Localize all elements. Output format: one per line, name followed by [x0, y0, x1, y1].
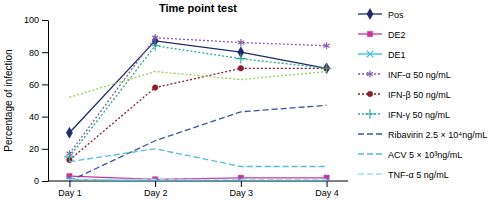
y-tick-mark — [42, 117, 48, 118]
legend-label: INF-α 50 ng/mL — [388, 70, 451, 80]
x-axis: Day 1 Day 2 Day 3 Day 4 — [48, 181, 348, 198]
y-tick-label: 20 — [29, 144, 39, 154]
legend-entry: Ribavirin 2.5 × 10⁴ng/mL — [358, 130, 487, 140]
series-marker — [323, 42, 329, 49]
legend-entry: IFN-γ 50 ng/mL — [358, 109, 450, 119]
legend: Pos DE2 DE1 INF-α 50 ng/mL IFN-β 50 ng/mL IFN… — [358, 9, 487, 180]
series-marker — [64, 152, 74, 162]
legend-entry: DE2 — [358, 30, 406, 40]
legend-label: DE2 — [388, 30, 406, 40]
x-tick-label: Day 1 — [58, 188, 82, 198]
x-tick-mark — [327, 181, 328, 187]
legend-label: IFN-γ 50 ng/mL — [388, 110, 450, 120]
y-tick-mark — [42, 181, 48, 182]
x-tick: Day 3 — [230, 181, 254, 198]
series-line — [69, 68, 326, 160]
y-tick-mark — [42, 52, 48, 53]
legend-label: Ribavirin 2.5 × 10⁴ng/mL — [388, 130, 487, 140]
legend-swatch — [358, 173, 382, 174]
series-marker — [150, 41, 160, 51]
y-tick-label: 80 — [29, 48, 39, 58]
legend-marker — [367, 91, 373, 97]
legend-marker — [367, 51, 374, 58]
legend-label: TNF-α 5 ng/mL — [388, 170, 449, 180]
legend-marker — [367, 9, 373, 20]
legend-label: ACV 5 × 10³ng/mL — [388, 150, 462, 160]
series-line — [69, 179, 326, 181]
series-marker — [236, 54, 246, 64]
series-group — [64, 34, 331, 181]
legend-label: IFN-β 50 ng/mL — [388, 90, 451, 100]
y-tick-mark — [42, 149, 48, 150]
legend-swatch — [358, 153, 382, 154]
legend-marker — [365, 109, 375, 119]
y-tick-label: 40 — [29, 112, 39, 122]
y-tick: 0 — [34, 176, 48, 186]
y-axis-title: Percentage of infection — [3, 49, 14, 151]
legend-label: DE1 — [388, 50, 406, 60]
series-marker — [152, 85, 158, 91]
x-tick-label: Day 4 — [315, 188, 339, 198]
y-tick-mark — [42, 20, 48, 21]
x-tick: Day 1 — [58, 181, 82, 198]
y-tick-label: 0 — [34, 176, 39, 186]
legend-entry: Pos — [358, 9, 404, 20]
y-tick: 60 — [29, 80, 48, 90]
y-tick-mark — [42, 84, 48, 85]
series-marker — [238, 39, 244, 46]
series-marker — [152, 34, 158, 41]
chart: 0 20 40 60 80 100 Day 1 Day 2 Day 3 Day 4 Time poi… — [0, 0, 500, 209]
legend-entry: DE1 — [358, 50, 406, 60]
legend-entry: TNF-α 5 ng/mL — [358, 170, 449, 180]
legend-entry: INF-α 50 ng/mL — [358, 70, 451, 80]
series-marker — [238, 66, 244, 72]
y-tick-label: 60 — [29, 80, 39, 90]
series-line — [69, 176, 326, 179]
x-tick: Day 4 — [315, 181, 339, 198]
y-tick: 40 — [29, 112, 48, 122]
series-line — [69, 46, 326, 157]
y-axis: 0 20 40 60 80 100 — [24, 15, 49, 186]
x-tick-mark — [241, 181, 242, 187]
series-line — [69, 179, 326, 180]
x-tick: Day 2 — [144, 181, 168, 198]
series-line — [69, 38, 326, 154]
y-tick: 20 — [29, 144, 48, 154]
y-tick-label: 100 — [24, 15, 39, 25]
series-line — [69, 41, 326, 133]
legend-label: Pos — [388, 10, 404, 20]
legend-entry: ACV 5 × 10³ng/mL — [358, 150, 462, 160]
plot: 0 20 40 60 80 100 Day 1 Day 2 Day 3 Day 4 — [24, 15, 348, 198]
series-line — [69, 72, 326, 98]
legend-marker — [367, 70, 373, 77]
legend-marker — [367, 31, 372, 36]
y-axis-line — [48, 21, 49, 182]
legend-swatch — [358, 133, 382, 134]
legend-entry: IFN-β 50 ng/mL — [358, 90, 451, 100]
x-tick-label: Day 2 — [144, 188, 168, 198]
x-tick-mark — [155, 181, 156, 187]
y-tick: 100 — [24, 15, 48, 25]
series-line — [69, 149, 326, 167]
x-tick-mark — [69, 181, 70, 187]
series-line — [69, 105, 326, 181]
y-tick: 80 — [29, 48, 48, 58]
series-marker — [66, 127, 72, 138]
x-tick-label: Day 3 — [230, 188, 254, 198]
title: Time point test — [159, 2, 237, 14]
